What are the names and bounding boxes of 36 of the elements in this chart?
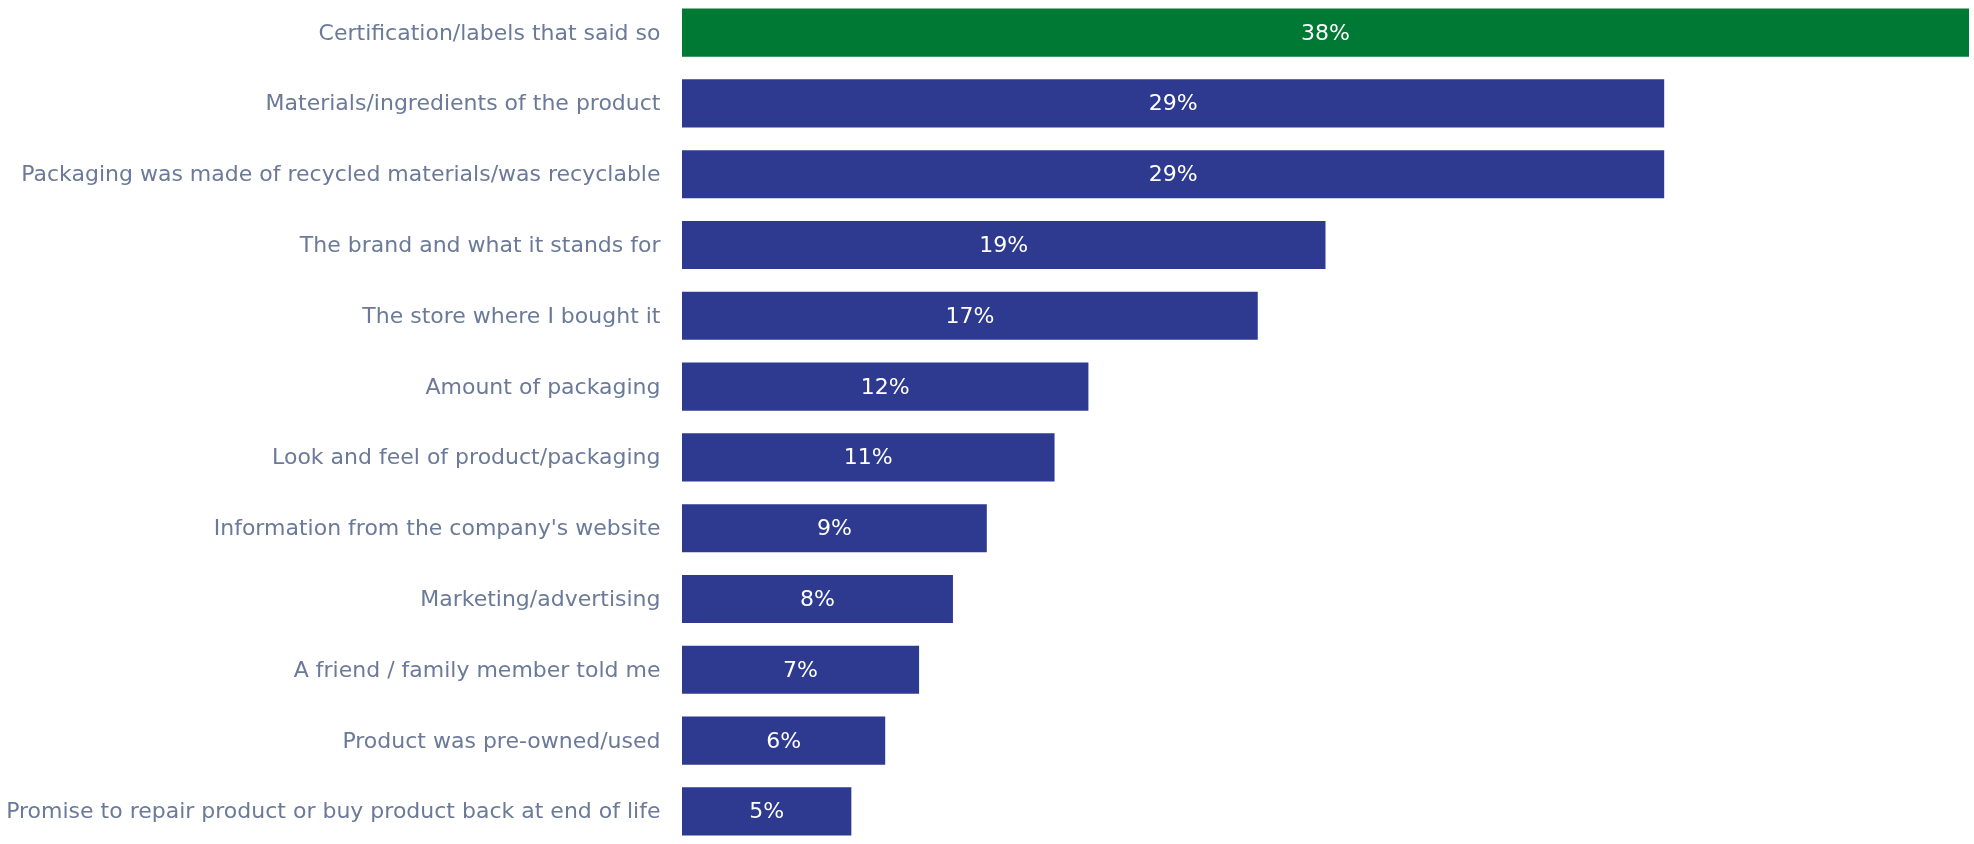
y-tick-label: Promise to repair product or buy product back at end of life bbox=[6, 798, 661, 824]
y-tick-label: Information from the company's website bbox=[213, 515, 661, 541]
bar bbox=[682, 362, 1089, 411]
bar bbox=[682, 291, 1258, 340]
data-label: 6% bbox=[766, 727, 802, 753]
bar bbox=[682, 574, 953, 624]
bar bbox=[682, 504, 987, 553]
data-label: 29% bbox=[1148, 161, 1198, 187]
data-label: 8% bbox=[800, 585, 835, 611]
data-label: 7% bbox=[783, 656, 818, 682]
bar bbox=[682, 220, 1326, 270]
data-label: 9% bbox=[816, 515, 852, 541]
data-label: 12% bbox=[860, 373, 910, 399]
bar bbox=[682, 8, 1969, 57]
y-tick-label: Product was pre-owned/used bbox=[342, 727, 661, 753]
data-label: 11% bbox=[843, 444, 893, 470]
y-tick-label: The store where I bought it bbox=[361, 302, 661, 328]
bar bbox=[682, 79, 1665, 128]
data-label: 19% bbox=[979, 232, 1029, 258]
y-tick-label: Amount of packaging bbox=[425, 373, 661, 399]
data-label: 5% bbox=[749, 798, 785, 824]
y-tick-label: The brand and what it stands for bbox=[298, 232, 662, 258]
data-label: 17% bbox=[945, 302, 995, 328]
bar bbox=[682, 787, 852, 836]
y-tick-label: Marketing/advertising bbox=[420, 585, 661, 611]
bar bbox=[682, 716, 886, 765]
y-tick-label: A friend / family member told me bbox=[293, 656, 661, 682]
bar bbox=[682, 645, 920, 694]
y-tick-label: Materials/ingredients of the product bbox=[265, 90, 661, 116]
data-label: 29% bbox=[1148, 90, 1198, 116]
bar bbox=[682, 433, 1055, 482]
y-tick-label: Packaging was made of recycled materials/was recyclable bbox=[21, 161, 661, 187]
y-tick-label: Certification/labels that said so bbox=[318, 19, 661, 45]
bar bbox=[682, 150, 1665, 199]
data-label: 38% bbox=[1301, 19, 1350, 45]
y-tick-label: Look and feel of product/packaging bbox=[272, 444, 661, 470]
